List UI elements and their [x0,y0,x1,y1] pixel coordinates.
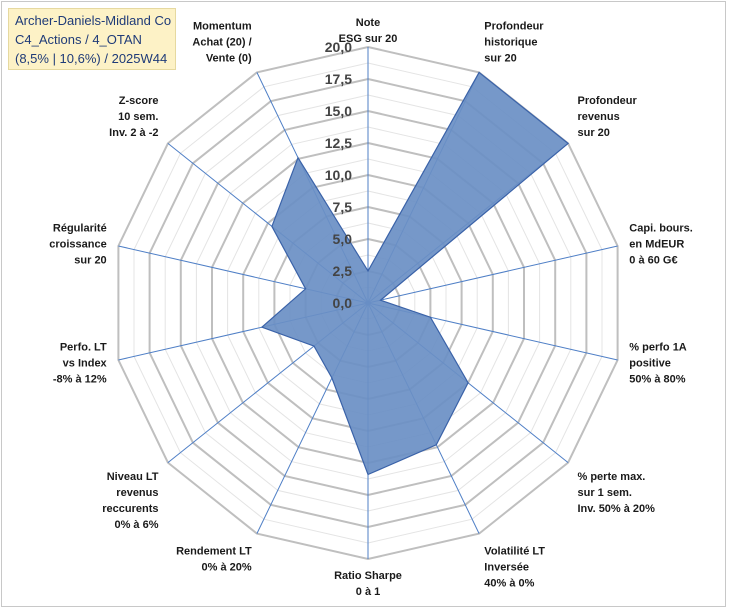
axis-label-line: Vente (0) [206,53,252,65]
tick-label: 0,0 [333,295,353,311]
axis-label: Niveau LT revenus reccurents 0% à 6% [102,471,159,531]
axis-label-line: 0% à 6% [114,519,158,531]
tick-label: 20,0 [325,39,352,55]
axis-label-line: revenus [116,487,158,499]
axis-label: Perfo. LT vs Index -8% à 12% [53,342,108,386]
tick-label: 7,5 [333,199,353,215]
axis-label: Régularité croissance sur 20 [49,222,106,266]
axis-label-line: positive [629,358,671,370]
axis-label-line: Capi. bours. [629,222,693,234]
axis-label-line: Inv. 50% à 20% [578,503,656,515]
axis-label-line: Niveau LT [107,471,159,483]
axis-label-line: 0% à 20% [202,562,252,574]
axis-label-line: croissance [49,238,106,250]
axis-label-line: Inv. 2 à -2 [109,127,158,139]
axis-label-line: Note [356,17,380,29]
axis-label-line: 40% à 0% [484,578,534,590]
axis-label: Profondeur revenus sur 20 [578,95,638,139]
axis-label: Rendement LT 0% à 20% [176,546,252,574]
axis-label: Volatilité LT Inversée 40% à 0% [484,546,545,590]
title-line-1: Archer-Daniels-Midland Co [15,13,172,28]
axis-label-line: Perfo. LT [60,342,107,354]
axis-label-line: reccurents [102,503,158,515]
axis-spoke [367,245,618,304]
axis-label-line: historique [484,37,537,49]
tick-label: 10,0 [325,167,352,183]
axis-label: Profondeur historique sur 20 [484,21,544,65]
axis-label-line: sur 20 [74,254,106,266]
axis-label-line: Momentum [193,21,252,33]
tick-label: 12,5 [325,135,352,151]
axis-label-line: sur 20 [578,127,610,139]
axis-label-line: Inversée [484,562,529,574]
axis-label-line: % perte max. [578,471,646,483]
axis-label-line: revenus [578,111,620,123]
axis-label-line: -8% à 12% [53,374,107,386]
axis-label-line: sur 1 sem. [578,487,632,499]
tick-label: 5,0 [333,231,353,247]
axis-label-line: 50% à 80% [629,374,685,386]
tick-label: 15,0 [325,103,352,119]
axis-label-line: vs Index [63,358,108,370]
axis-label-line: 0 à 60 G€ [629,254,677,266]
axis-label-line: % perfo 1A [629,342,687,354]
tick-label: 17,5 [325,71,352,87]
data-series [260,71,570,476]
axis-label-line: Achat (20) / [192,37,251,49]
axis-label: Capi. bours. en MdEUR 0 à 60 G€ [629,222,693,266]
axis-label-line: Ratio Sharpe [334,570,402,582]
title-line-3: (8,5% | 10,6%) / 2025W44 [15,51,168,66]
axis-label: Momentum Achat (20) / Vente (0) [192,21,252,65]
axis-label: % perte max. sur 1 sem. Inv. 50% à 20% [578,471,656,515]
axis-label-line: 10 sem. [118,111,158,123]
axis-label-line: Rendement LT [176,546,252,558]
tick-labels: 0,0 2,5 5,0 7,5 10,0 12,5 15,0 17,5 20,0 [325,39,352,311]
axis-label: % perfo 1A positive 50% à 80% [629,342,687,386]
axis-label-line: sur 20 [484,53,516,65]
axis-label-line: Profondeur [484,21,544,33]
axis-label: Ratio Sharpe 0 à 1 [334,570,402,598]
axis-label: Z-score 10 sem. Inv. 2 à -2 [109,95,158,139]
axis-label-line: Volatilité LT [484,546,545,558]
title-line-2: C4_Actions / 4_OTAN [15,32,142,47]
tick-label: 2,5 [333,263,353,279]
axis-label-line: 0 à 1 [356,586,380,598]
axis-label-line: ESG sur 20 [339,33,398,45]
axis-label: Note ESG sur 20 [339,17,398,45]
axis-label-line: en MdEUR [629,238,684,250]
title-box: Archer-Daniels-Midland Co C4_Actions / 4… [8,8,176,70]
axis-label-line: Z-score [119,95,159,107]
axis-label-line: Profondeur [578,95,638,107]
axis-labels: Note ESG sur 20 Profondeur historique sur 20… [49,17,693,598]
axis-label-line: Régularité [53,222,107,234]
